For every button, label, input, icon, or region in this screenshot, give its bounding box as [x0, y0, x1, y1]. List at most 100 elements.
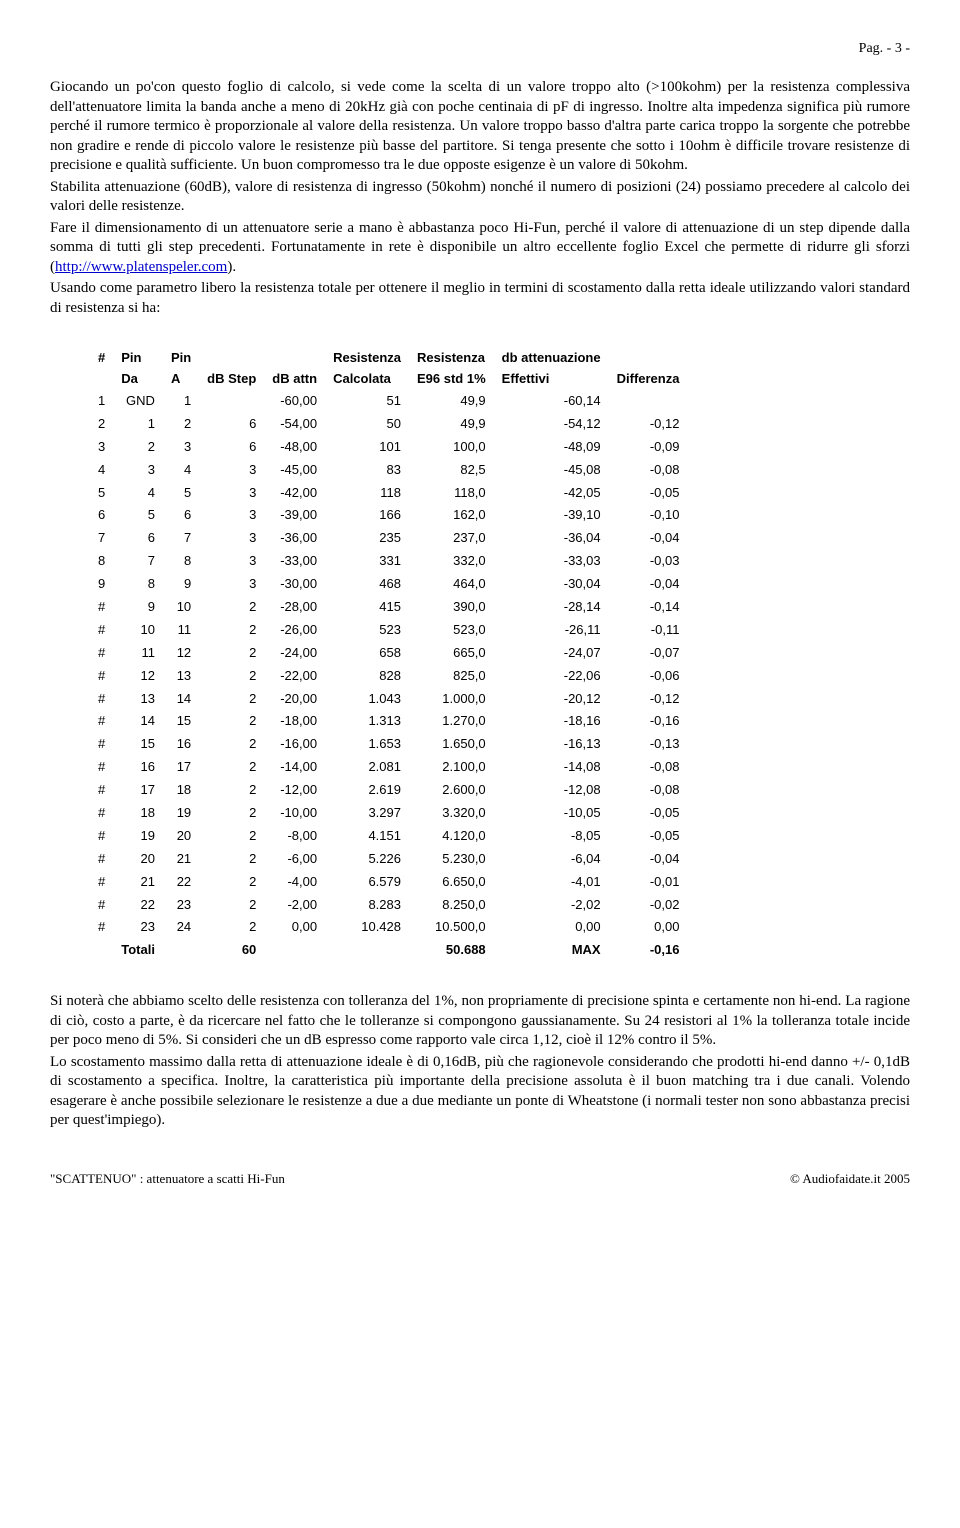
table-cell: 3 — [113, 459, 163, 482]
table-cell: -0,04 — [609, 848, 688, 871]
table-cell: 4 — [163, 459, 199, 482]
table-cell: -20,12 — [494, 688, 609, 711]
table-cell: # — [90, 848, 113, 871]
table-cell: -4,01 — [494, 871, 609, 894]
table-cell: 8 — [90, 550, 113, 573]
table-cell: 2 — [199, 756, 264, 779]
table-row: 1GND1-60,005149,9-60,14 — [90, 390, 687, 413]
paragraph-5: Si noterà che abbiamo scelto delle resis… — [50, 992, 910, 1051]
table-cell: 665,0 — [409, 642, 494, 665]
table-cell: 6 — [113, 527, 163, 550]
table-cell: -0,12 — [609, 688, 688, 711]
table-cell: 7 — [163, 527, 199, 550]
table-cell: -0,02 — [609, 894, 688, 917]
table-cell: -0,01 — [609, 871, 688, 894]
table-cell: 11 — [113, 642, 163, 665]
table-cell: 3 — [199, 459, 264, 482]
table-cell: 101 — [325, 436, 409, 459]
table-cell: # — [90, 756, 113, 779]
table-cell: 3 — [90, 436, 113, 459]
table-cell: -54,12 — [494, 413, 609, 436]
table-cell: 2 — [199, 733, 264, 756]
table-cell: 464,0 — [409, 573, 494, 596]
paragraph-6: Lo scostamento massimo dalla retta di at… — [50, 1053, 910, 1131]
table-cell: 828 — [325, 665, 409, 688]
table-cell: 8 — [163, 550, 199, 573]
table-cell: 4.120,0 — [409, 825, 494, 848]
link-platenspeler[interactable]: http://www.platenspeler.com — [55, 259, 227, 275]
th-num: # — [90, 348, 113, 369]
attenuator-table: # Pin Pin Resistenza Resistenza db atten… — [90, 348, 687, 962]
table-cell: -30,04 — [494, 573, 609, 596]
table-cell: 2.600,0 — [409, 779, 494, 802]
table-cell: 2 — [199, 665, 264, 688]
table-cell: 5.230,0 — [409, 848, 494, 871]
table-row: 7673-36,00235237,0-36,04-0,04 — [90, 527, 687, 550]
table-cell: -60,14 — [494, 390, 609, 413]
table-cell: 331 — [325, 550, 409, 573]
th-blank2 — [264, 348, 325, 369]
table-cell: # — [90, 710, 113, 733]
table-cell: -39,00 — [264, 504, 325, 527]
table-cell: 22 — [113, 894, 163, 917]
table-header-row-1: # Pin Pin Resistenza Resistenza db atten… — [90, 348, 687, 369]
table-cell — [199, 390, 264, 413]
table-cell: -54,00 — [264, 413, 325, 436]
table-cell: -33,03 — [494, 550, 609, 573]
table-row: #14152-18,001.3131.270,0-18,16-0,16 — [90, 710, 687, 733]
table-cell: 3.297 — [325, 802, 409, 825]
table-cell: -0,03 — [609, 550, 688, 573]
table-cell: 2 — [199, 848, 264, 871]
table-cell: 2 — [199, 802, 264, 825]
table-cell: -0,05 — [609, 802, 688, 825]
table-cell: 5 — [163, 482, 199, 505]
table-cell: -42,00 — [264, 482, 325, 505]
table-cell: 18 — [113, 802, 163, 825]
table-cell: 5.226 — [325, 848, 409, 871]
table-cell: 4.151 — [325, 825, 409, 848]
th-res-e96: Resistenza — [409, 348, 494, 369]
table-cell: 6 — [90, 504, 113, 527]
th-res-calc: Resistenza — [325, 348, 409, 369]
table-cell: 2.619 — [325, 779, 409, 802]
table-cell: 1.043 — [325, 688, 409, 711]
table-cell: -18,16 — [494, 710, 609, 733]
table-cell: 2 — [199, 688, 264, 711]
table-row: #17182-12,002.6192.600,0-12,08-0,08 — [90, 779, 687, 802]
table-cell: 1 — [113, 413, 163, 436]
table-cell: 1.653 — [325, 733, 409, 756]
table-cell: -45,00 — [264, 459, 325, 482]
table-cell: 3 — [199, 504, 264, 527]
table-header-row-2: Da A dB Step dB attn Calcolata E96 std 1… — [90, 369, 687, 390]
th-differenza: Differenza — [609, 369, 688, 390]
table-row: 2126-54,005049,9-54,12-0,12 — [90, 413, 687, 436]
table-cell: GND — [113, 390, 163, 413]
table-row: #22232-2,008.2838.250,0-2,02-0,02 — [90, 894, 687, 917]
table-cell: -39,10 — [494, 504, 609, 527]
table-cell: -0,16 — [609, 710, 688, 733]
th-blank3 — [609, 348, 688, 369]
table-cell: 118 — [325, 482, 409, 505]
table-cell: -12,08 — [494, 779, 609, 802]
table-cell: 3 — [199, 550, 264, 573]
table-cell: # — [90, 596, 113, 619]
table-cell: -20,00 — [264, 688, 325, 711]
table-cell: 17 — [113, 779, 163, 802]
totals-dbstep: 60 — [199, 939, 264, 962]
table-cell: 118,0 — [409, 482, 494, 505]
table-cell: 83 — [325, 459, 409, 482]
table-cell: -14,08 — [494, 756, 609, 779]
th-da: Da — [113, 369, 163, 390]
table-cell: 1.650,0 — [409, 733, 494, 756]
closing-paragraphs: Si noterà che abbiamo scelto delle resis… — [50, 992, 910, 1131]
table-cell: # — [90, 916, 113, 939]
table-row: #232420,0010.42810.500,00,000,00 — [90, 916, 687, 939]
table-cell: -24,07 — [494, 642, 609, 665]
table-row: #20212-6,005.2265.230,0-6,04-0,04 — [90, 848, 687, 871]
table-cell: # — [90, 733, 113, 756]
page-footer: "SCATTENUO" : attenuatore a scatti Hi-Fu… — [50, 1171, 910, 1188]
table-cell: 4 — [90, 459, 113, 482]
table-cell: -16,13 — [494, 733, 609, 756]
table-cell: -28,00 — [264, 596, 325, 619]
table-cell: -0,04 — [609, 573, 688, 596]
